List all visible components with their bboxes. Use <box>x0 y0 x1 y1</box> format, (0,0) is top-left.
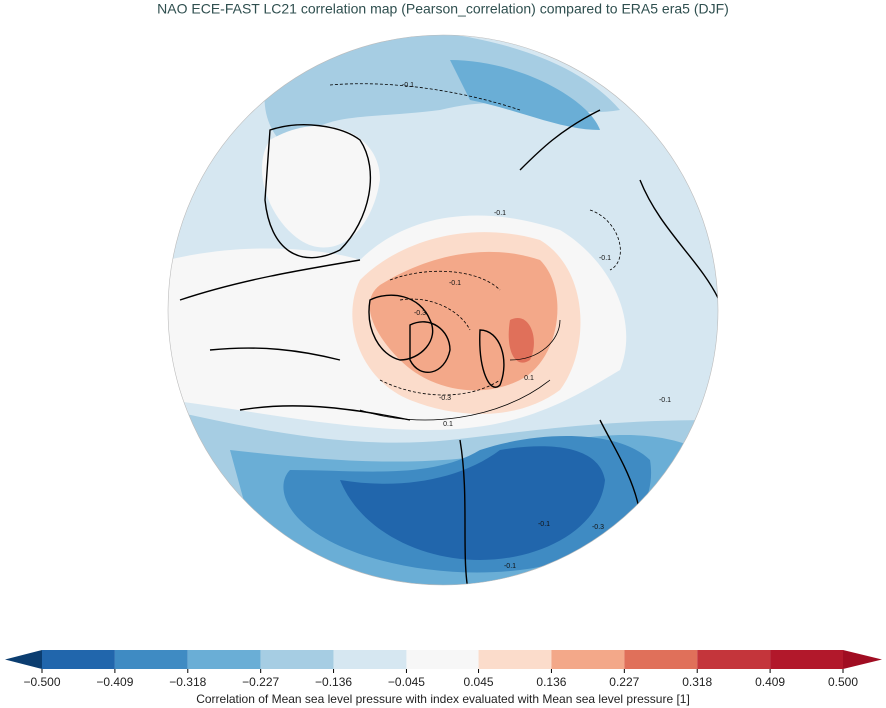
contour-label: -0.1 <box>504 563 516 570</box>
colorbar-bin <box>187 650 261 669</box>
colorbar-bin <box>697 650 771 669</box>
map-border <box>167 34 719 586</box>
colorbar-extend-high <box>843 650 882 669</box>
colorbar-bin <box>333 650 407 669</box>
contour-label: -0.3 <box>592 524 604 531</box>
colorbar-extend-low <box>5 650 42 669</box>
contour-label: -0.3 <box>439 395 451 402</box>
colorbar-label: Correlation of Mean sea level pressure w… <box>196 692 690 706</box>
colorbar-tick-label: 0.318 <box>682 675 712 689</box>
colorbar-tick-label: 0.227 <box>609 675 639 689</box>
title: NAO ECE-FAST LC21 correlation map (Pears… <box>157 1 729 17</box>
colorbar: −0.500 −0.409 −0.318 −0.227 −0.136 −0.045 0.04… <box>5 650 882 689</box>
colorbar-tick-label: −0.409 <box>96 675 133 689</box>
colorbar-bin <box>260 650 334 669</box>
contour-label: -0.1 <box>659 397 671 404</box>
colorbar-bin <box>770 650 843 669</box>
colorbar-bin <box>406 650 479 669</box>
colorbar-tick-label: 0.136 <box>536 675 566 689</box>
colorbar-bin <box>114 650 188 669</box>
colorbar-bin <box>42 650 115 669</box>
colorbar-tick-label: 0.409 <box>755 675 785 689</box>
colorbar-tick-label: 0.500 <box>828 675 858 689</box>
colorbar-tick-label: −0.500 <box>23 675 60 689</box>
contour-label: -0.1 <box>599 255 611 262</box>
contour-label: -0.3 <box>414 310 426 317</box>
colorbar-tick-label: −0.318 <box>169 675 206 689</box>
contour-labels: -0.1 -0.1 -0.1 -0.1 -0.3 0.1 -0.3 0.1 -0.1 -0.1 -0… <box>402 82 671 570</box>
contour-label: 0.1 <box>524 375 534 382</box>
colorbar-tick-label: −0.045 <box>388 675 425 689</box>
contour-label: -0.1 <box>449 280 461 287</box>
contour-label: -0.1 <box>538 521 550 528</box>
colorbar-bin <box>551 650 625 669</box>
contour-label: 0.1 <box>443 421 453 428</box>
contour-label: -0.1 <box>494 210 506 217</box>
colorbar-tick-label: −0.227 <box>242 675 279 689</box>
colorbar-bin <box>478 650 552 669</box>
contour-label: -0.1 <box>402 82 414 89</box>
colorbar-bin <box>624 650 698 669</box>
colorbar-tick-label: 0.045 <box>464 675 494 689</box>
colorbar-tick-label: −0.136 <box>315 675 352 689</box>
